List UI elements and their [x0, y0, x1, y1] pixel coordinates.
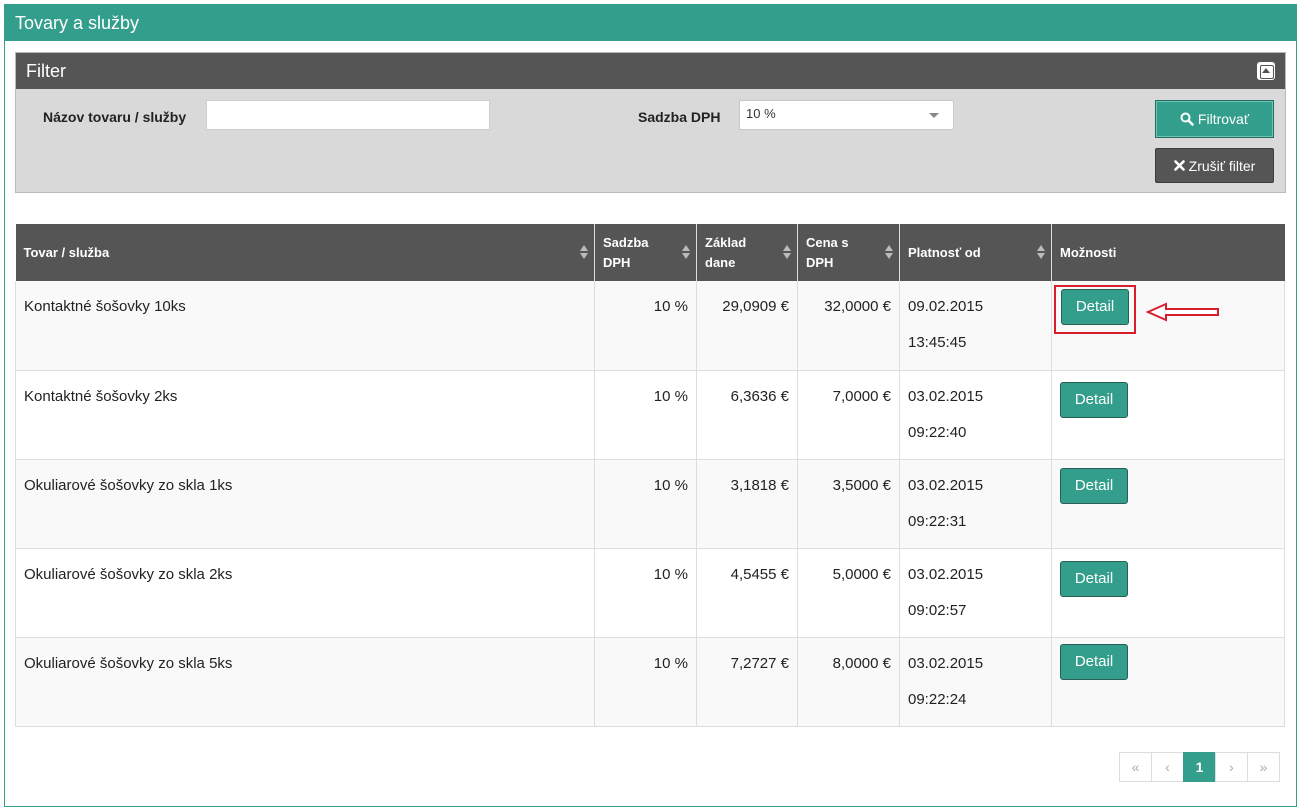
filter-title: Filter	[26, 61, 66, 81]
col-header-item[interactable]: Tovar / služba	[15, 224, 595, 281]
collapse-icon[interactable]	[1257, 62, 1275, 80]
cell-item: Kontaktné šošovky 2ks	[15, 370, 595, 460]
cell-price: 32,0000 €	[797, 281, 900, 371]
sort-icon	[580, 245, 588, 259]
filter-button[interactable]: Filtrovať	[1155, 100, 1274, 138]
cell-price: 5,0000 €	[797, 548, 900, 638]
col-header-valid[interactable]: Platnosť od	[899, 224, 1052, 281]
cell-price: 7,0000 €	[797, 370, 900, 460]
cell-options: Detail	[1051, 548, 1285, 638]
cell-valid: 03.02.2015 09:22:31	[899, 459, 1052, 549]
cell-options: Detail	[1051, 370, 1285, 460]
cell-vat: 10 %	[594, 548, 697, 638]
page-next-button[interactable]: ›	[1215, 752, 1248, 782]
vat-select-value: 10 %	[746, 106, 776, 121]
name-filter-label: Názov tovaru / služby	[43, 109, 187, 125]
clear-filter-button[interactable]: Zrušiť filter	[1155, 148, 1274, 183]
panel-title: Tovary a služby	[5, 5, 1296, 41]
cell-options: Detail	[1051, 637, 1285, 727]
cell-valid: 03.02.2015 09:02:57	[899, 548, 1052, 638]
page-last-button[interactable]: »	[1247, 752, 1280, 782]
detail-button[interactable]: Detail	[1060, 560, 1128, 597]
sort-icon	[1037, 245, 1045, 259]
detail-button[interactable]: Detail	[1060, 643, 1128, 680]
cell-base: 29,0909 €	[696, 281, 798, 371]
valid-date: 03.02.2015	[908, 654, 984, 672]
table-row: Kontaktné šošovky 10ks 10 % 29,0909 € 32…	[15, 281, 1285, 371]
col-header-vat-line1: Sadzba	[603, 234, 649, 250]
col-header-options: Možnosti	[1051, 224, 1285, 281]
valid-time: 09:02:57	[908, 601, 967, 619]
vat-select[interactable]: 10 %	[739, 100, 954, 130]
col-header-base-line2: dane	[705, 254, 736, 270]
cell-vat: 10 %	[594, 637, 697, 727]
valid-time: 09:22:24	[908, 690, 967, 708]
cell-vat: 10 %	[594, 281, 697, 371]
cell-base: 3,1818 €	[696, 459, 798, 549]
valid-time: 13:45:45	[908, 334, 967, 351]
sort-icon	[682, 245, 690, 259]
cell-item: Okuliarové šošovky zo skla 1ks	[15, 459, 595, 549]
clear-filter-label: Zrušiť filter	[1188, 157, 1256, 174]
col-header-price-line1: Cena s	[806, 234, 849, 250]
page-current-button[interactable]: 1	[1183, 752, 1216, 782]
sort-icon	[885, 245, 893, 259]
detail-button[interactable]: Detail	[1060, 467, 1128, 504]
valid-time: 09:22:31	[908, 512, 967, 530]
col-header-vat-line2: DPH	[603, 254, 631, 270]
filter-panel: Filter Názov tovaru / služby Sadzba DPH …	[15, 52, 1286, 193]
close-icon	[1173, 160, 1185, 171]
col-header-valid-label: Platnosť od	[908, 244, 981, 260]
cell-options: Detail	[1051, 459, 1285, 549]
page-prev-button[interactable]: ‹	[1151, 752, 1184, 782]
valid-time: 09:22:40	[908, 423, 967, 441]
cell-valid: 09.02.2015 13:45:45	[899, 281, 1052, 371]
col-header-options-label: Možnosti	[1060, 244, 1117, 260]
annotation-highlight-box	[1054, 285, 1136, 334]
filter-button-label: Filtrovať	[1197, 111, 1250, 127]
cell-item: Kontaktné šošovky 10ks	[15, 281, 595, 371]
annotation-arrow-icon	[1146, 302, 1219, 322]
cell-vat: 10 %	[594, 370, 697, 460]
col-header-price[interactable]: Cena s DPH	[797, 224, 900, 281]
cell-vat: 10 %	[594, 459, 697, 549]
col-header-price-line2: DPH	[806, 254, 834, 270]
cell-base: 7,2727 €	[696, 637, 798, 727]
valid-date: 03.02.2015	[908, 476, 984, 494]
search-icon	[1180, 112, 1194, 126]
table-row: Okuliarové šošovky zo skla 5ks 10 % 7,27…	[15, 637, 1285, 727]
cell-valid: 03.02.2015 09:22:40	[899, 370, 1052, 460]
table-row: Kontaktné šošovky 2ks 10 % 6,3636 € 7,00…	[15, 370, 1285, 460]
vat-filter-label: Sadzba DPH	[638, 109, 721, 125]
pagination: « ‹ 1 › »	[1119, 752, 1280, 782]
valid-date: 09.02.2015	[908, 298, 984, 315]
cell-item: Okuliarové šošovky zo skla 5ks	[15, 637, 595, 727]
valid-date: 03.02.2015	[908, 565, 984, 583]
chevron-down-icon	[929, 113, 939, 118]
col-header-vat[interactable]: Sadzba DPH	[594, 224, 697, 281]
col-header-item-label: Tovar / služba	[23, 244, 110, 260]
col-header-base[interactable]: Základ dane	[696, 224, 798, 281]
table-header-row: Tovar / služba Sadzba DPH Základ dane Ce…	[15, 224, 1285, 281]
cell-valid: 03.02.2015 09:22:24	[899, 637, 1052, 727]
products-table: Tovar / služba Sadzba DPH Základ dane Ce…	[15, 224, 1285, 727]
cell-price: 8,0000 €	[797, 637, 900, 727]
cell-options: Detail	[1051, 281, 1285, 371]
name-filter-input[interactable]	[206, 100, 490, 130]
page-first-button[interactable]: «	[1119, 752, 1152, 782]
cell-price: 3,5000 €	[797, 459, 900, 549]
sort-icon	[783, 245, 791, 259]
col-header-base-line1: Základ	[705, 234, 747, 250]
table-row: Okuliarové šošovky zo skla 2ks 10 % 4,54…	[15, 548, 1285, 638]
valid-date: 03.02.2015	[908, 387, 984, 405]
cell-base: 6,3636 €	[696, 370, 798, 460]
cell-item: Okuliarové šošovky zo skla 2ks	[15, 548, 595, 638]
cell-base: 4,5455 €	[696, 548, 798, 638]
detail-button[interactable]: Detail	[1060, 381, 1128, 418]
filter-header: Filter	[16, 53, 1285, 89]
detail-button[interactable]: Detail	[1061, 289, 1129, 325]
table-row: Okuliarové šošovky zo skla 1ks 10 % 3,18…	[15, 459, 1285, 549]
